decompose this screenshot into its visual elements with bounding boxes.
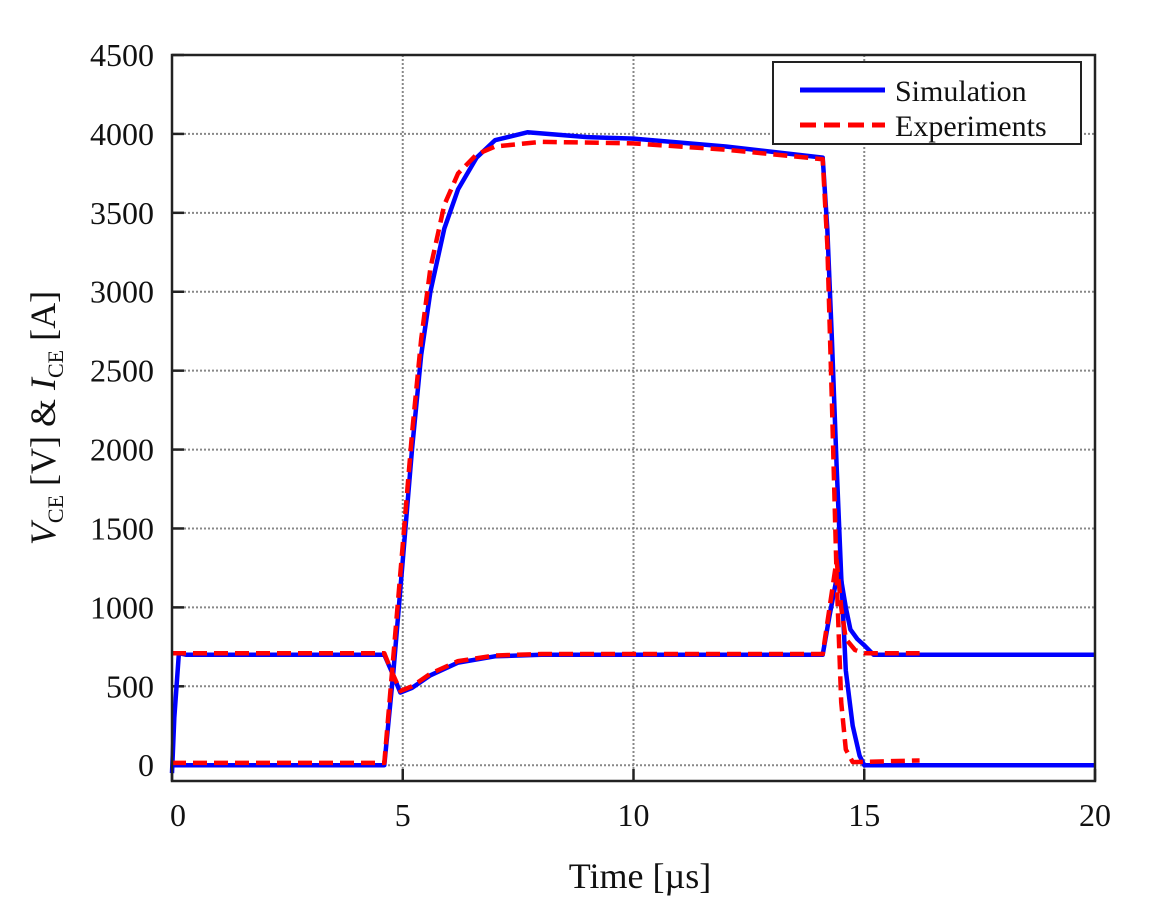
x-tick-label: 0 (170, 797, 186, 833)
simulation-v-ce-line (169, 564, 1095, 774)
y-tick-label: 1500 (90, 510, 154, 546)
y-tick-label: 500 (106, 668, 154, 704)
x-tick-label: 15 (848, 797, 880, 833)
experiments-v-ce-line (172, 557, 920, 694)
x-tick-label: 5 (395, 797, 411, 833)
legend: Simulation Experiments (772, 61, 1082, 145)
plot-frame (170, 53, 1097, 783)
y-axis-label: VCE [V] & ICE [A] (23, 291, 68, 545)
experiments-i-ce-line (172, 139, 920, 766)
y-tick-label: 2500 (90, 353, 154, 389)
y-tick-label: 2000 (90, 432, 154, 468)
legend-box (772, 61, 1082, 145)
y-tick-label: 4000 (90, 116, 154, 152)
legend-simulation-label: Simulation (895, 75, 1027, 108)
y-tick-label: 0 (138, 747, 154, 783)
grid (172, 55, 1095, 781)
y-tick-label: 3000 (90, 274, 154, 310)
x-axis-label: Time [µs] (569, 856, 711, 896)
legend-experiments-label: Experiments (895, 110, 1047, 143)
series-lines (169, 130, 1095, 774)
y-tick-label: 3500 (90, 195, 154, 231)
x-tick-label: 10 (618, 797, 650, 833)
y-tick-label: 4500 (90, 37, 154, 73)
axis-ticks: 0 5 10 15 20 0 500 1000 1500 2000 2500 3000 3500 4000… (90, 37, 1111, 833)
x-tick-label: 20 (1079, 797, 1111, 833)
simulation-i-ce-line (172, 130, 1095, 768)
y-tick-label: 1000 (90, 589, 154, 625)
